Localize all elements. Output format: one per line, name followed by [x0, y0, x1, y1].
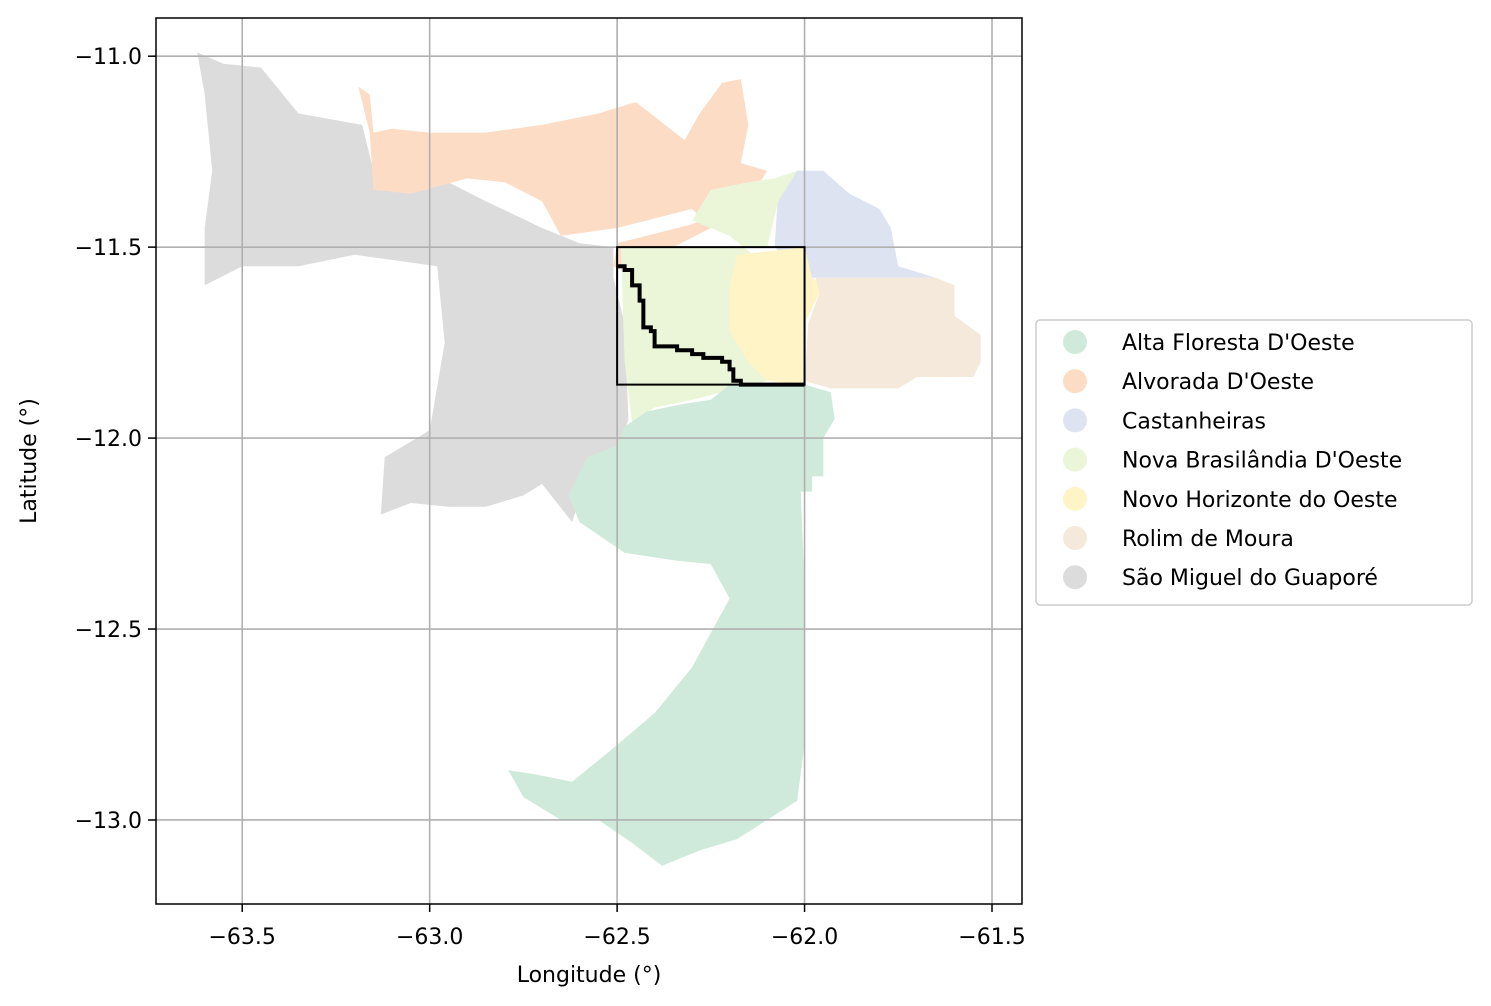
- legend-label-nova-brasilandia-d-oeste: Nova Brasilândia D'Oeste: [1122, 449, 1402, 474]
- y-tick-label: −13.0: [75, 809, 142, 834]
- legend-label-rolim-de-moura: Rolim de Moura: [1122, 527, 1294, 552]
- legend-marker-rolim-de-moura: [1063, 526, 1087, 550]
- x-tick-label: −63.5: [209, 925, 276, 950]
- x-tick-label: −63.0: [396, 925, 463, 950]
- grid-lines: [156, 18, 1022, 904]
- region-rolim-de-moura: [804, 277, 981, 389]
- plot-frame: [155, 17, 1023, 905]
- legend-marker-sao-miguel-do-guapore: [1063, 565, 1087, 590]
- legend-marker-novo-horizonte-do-oeste: [1063, 486, 1087, 511]
- legend-marker-nova-brasilandia-d-oeste: [1063, 447, 1087, 472]
- x-tick-label: −61.5: [958, 925, 1025, 950]
- axis-ticks: −63.5 −63.0 −62.5 −62.0 −61.5 −11.0 −11.5 −12.0…: [75, 45, 1026, 950]
- legend: Alta Floresta D'Oeste Alvorada D'Oeste Cas…: [1035, 319, 1473, 606]
- region-sao-miguel-do-guapore: [197, 52, 629, 523]
- y-axis-label: Latitude (°): [17, 398, 42, 524]
- selection-box: [616, 246, 806, 386]
- boundary-line: [617, 264, 805, 387]
- legend-label-novo-horizonte-do-oeste: Novo Horizonte do Oeste: [1122, 488, 1398, 513]
- legend-marker-alvorada-d-oeste: [1063, 369, 1087, 394]
- region-castanheiras: [774, 170, 936, 278]
- region-novo-horizonte-do-oeste: [729, 247, 824, 385]
- legend-marker-alta-floresta-d-oeste: [1063, 330, 1087, 354]
- x-axis-label: Longitude (°): [517, 963, 662, 988]
- x-tick-label: −62.0: [771, 925, 838, 950]
- regions-layer: [197, 52, 981, 866]
- legend-label-sao-miguel-do-guapore: São Miguel do Guaporé: [1122, 566, 1378, 591]
- y-tick-label: −11.5: [75, 236, 142, 261]
- region-alta-floresta-d-oeste: [508, 384, 835, 866]
- y-tick-label: −12.0: [75, 427, 142, 452]
- legend-label-alvorada-d-oeste: Alvorada D'Oeste: [1122, 370, 1314, 395]
- legend-label-alta-floresta-d-oeste: Alta Floresta D'Oeste: [1122, 331, 1355, 356]
- y-tick-label: −12.5: [75, 618, 142, 643]
- region-alvorada-d-oeste: [358, 79, 768, 278]
- y-tick-label: −11.0: [75, 45, 142, 70]
- legend-items: Alta Floresta D'Oeste Alvorada D'Oeste Cas…: [1063, 330, 1402, 591]
- selection-overlay: [616, 246, 806, 387]
- legend-label-castanheiras: Castanheiras: [1122, 409, 1266, 434]
- legend-marker-castanheiras: [1063, 408, 1087, 433]
- x-tick-label: −62.5: [583, 925, 650, 950]
- legend-frame: [1035, 319, 1473, 606]
